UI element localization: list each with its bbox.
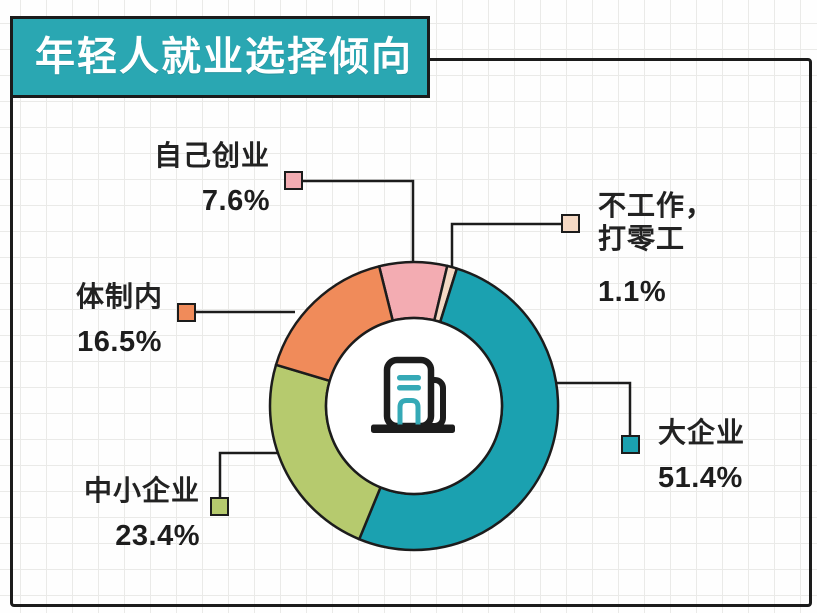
swatch-sme	[210, 497, 229, 516]
title-banner: 年轻人就业选择倾向	[10, 16, 430, 98]
callout-label: 中小企业	[83, 475, 200, 506]
callout-within-system: 体制内 16.5%	[62, 280, 177, 357]
callout-label: 体制内	[75, 281, 163, 312]
leader-line-start-own-business	[303, 179, 415, 264]
callout-value: 16.5%	[77, 326, 162, 358]
callout-start-own-business: 自己创业 7.6%	[110, 139, 270, 216]
swatch-large-enterprise	[621, 435, 640, 454]
leader-lines	[196, 179, 632, 497]
callout-value: 1.1%	[598, 276, 667, 308]
building-base	[371, 424, 455, 433]
callout-odd-jobs: 不工作， 打零工 1.1%	[598, 189, 714, 307]
callout-value: 23.4%	[115, 520, 200, 552]
callout-large-enterprise: 大企业 51.4%	[658, 416, 745, 493]
swatch-within-system	[177, 303, 196, 322]
swatch-start-own-business	[284, 171, 303, 190]
page-title: 年轻人就业选择倾向	[35, 35, 413, 79]
callout-sme: 中小企业 23.4%	[60, 474, 200, 551]
leader-line-sme	[218, 451, 279, 497]
callout-value: 7.6%	[201, 185, 270, 217]
leader-line-odd-jobs	[450, 222, 561, 267]
office-building-icon	[371, 356, 455, 433]
callout-label-line2: 打零工	[598, 223, 686, 254]
callout-label-line1: 不工作，	[598, 190, 715, 221]
leader-line-large-enterprise	[555, 381, 632, 435]
callout-label: 大企业	[658, 417, 746, 448]
building-window-bar	[397, 385, 421, 391]
building-window-bar	[397, 375, 421, 381]
callout-label: 自己创业	[153, 140, 270, 171]
building-door	[397, 398, 421, 426]
swatch-odd-jobs	[561, 214, 580, 233]
callout-value: 51.4%	[658, 462, 743, 494]
